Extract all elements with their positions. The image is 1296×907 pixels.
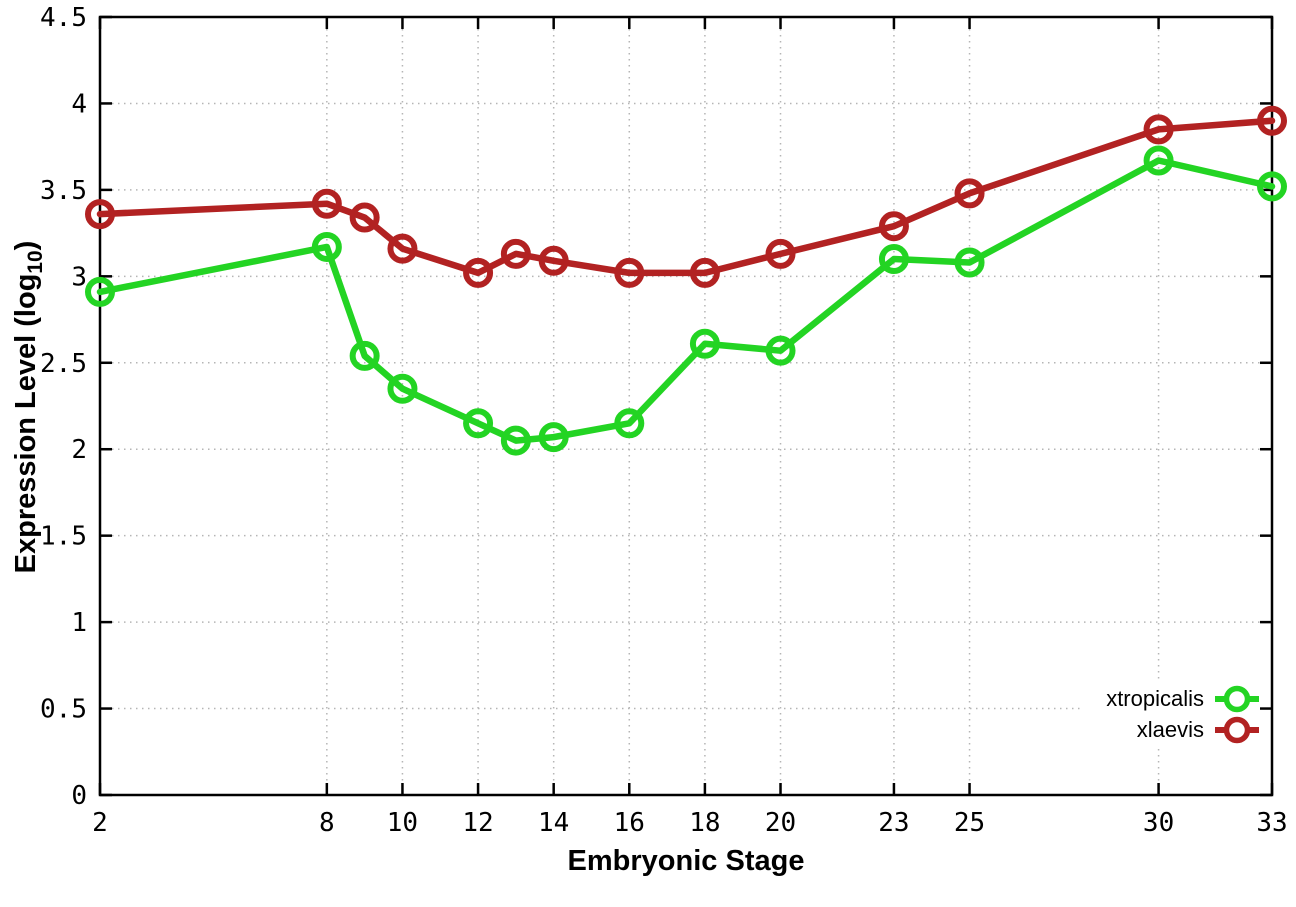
y-axis-title-text: Expression Level (log (10, 273, 42, 574)
legend-label-xlaevis: xlaevis (1136, 716, 1204, 742)
data-point-xtropicalis (1143, 145, 1174, 176)
x-tick-label: 18 (689, 808, 720, 838)
data-point-xlaevis (463, 257, 494, 288)
legend: xtropicalis xlaevis (1082, 683, 1260, 745)
legend-item-xlaevis: xlaevis (1106, 714, 1260, 745)
data-point-xtropicalis (500, 425, 531, 456)
data-point-xtropicalis (349, 340, 380, 371)
x-tick-label: 23 (878, 808, 909, 838)
data-point-xtropicalis (1257, 171, 1287, 202)
y-axis-title-close: ) (10, 240, 42, 251)
x-tick-label: 33 (1256, 808, 1287, 838)
y-tick-label: 4 (71, 89, 87, 119)
x-tick-label: 16 (614, 808, 645, 838)
data-point-xlaevis (311, 188, 342, 219)
data-point-xlaevis (387, 233, 418, 264)
data-point-xtropicalis (614, 408, 645, 439)
data-point-xlaevis (1257, 105, 1287, 136)
y-tick-label: 0.5 (40, 695, 87, 725)
data-point-xtropicalis (689, 328, 720, 359)
y-axis-title-subscript: 10 (23, 250, 47, 274)
data-point-xtropicalis (538, 422, 569, 453)
y-tick-label: 2 (71, 435, 87, 465)
y-tick-label: 3.5 (40, 176, 87, 206)
x-tick-label: 25 (954, 808, 985, 838)
data-point-xlaevis (1143, 114, 1174, 145)
legend-label-xtropicalis: xtropicalis (1106, 685, 1204, 711)
x-tick-label: 8 (319, 808, 335, 838)
data-point-xlaevis (765, 238, 796, 269)
y-tick-label: 3 (71, 262, 87, 292)
data-point-xtropicalis (765, 335, 796, 366)
data-point-xlaevis (614, 257, 645, 288)
x-tick-label: 20 (765, 808, 796, 838)
data-point-xlaevis (878, 211, 909, 242)
data-point-xtropicalis (463, 408, 494, 439)
x-tick-label: 10 (387, 808, 418, 838)
data-point-xlaevis (85, 199, 115, 230)
data-point-xlaevis (538, 245, 569, 276)
y-tick-label: 2.5 (40, 349, 87, 379)
x-tick-label: 2 (92, 808, 108, 838)
x-tick-label: 12 (462, 808, 493, 838)
data-point-xtropicalis (311, 231, 342, 262)
data-point-xtropicalis (85, 276, 115, 307)
x-axis-title: Embryonic Stage (567, 845, 805, 877)
legend-item-xtropicalis: xtropicalis (1106, 683, 1260, 714)
legend-marker-xtropicalis-icon (1215, 685, 1259, 712)
data-point-xlaevis (689, 257, 720, 288)
y-tick-label: 1.5 (40, 522, 87, 552)
y-tick-label: 1 (71, 608, 87, 638)
y-tick-label: 0 (71, 781, 87, 811)
series-line-xtropicalis (96, 157, 1276, 444)
data-point-xtropicalis (878, 244, 909, 275)
data-point-xtropicalis (954, 247, 985, 278)
y-tick-label: 4.5 (40, 3, 87, 33)
data-point-xlaevis (349, 202, 380, 233)
data-point-xlaevis (500, 238, 531, 269)
data-point-xlaevis (954, 178, 985, 209)
x-tick-label: 14 (538, 808, 569, 838)
y-axis-title: Expression Level (log10) (10, 157, 47, 657)
data-point-xtropicalis (387, 373, 418, 404)
x-tick-label: 30 (1143, 808, 1174, 838)
legend-marker-xlaevis-icon (1215, 716, 1259, 743)
